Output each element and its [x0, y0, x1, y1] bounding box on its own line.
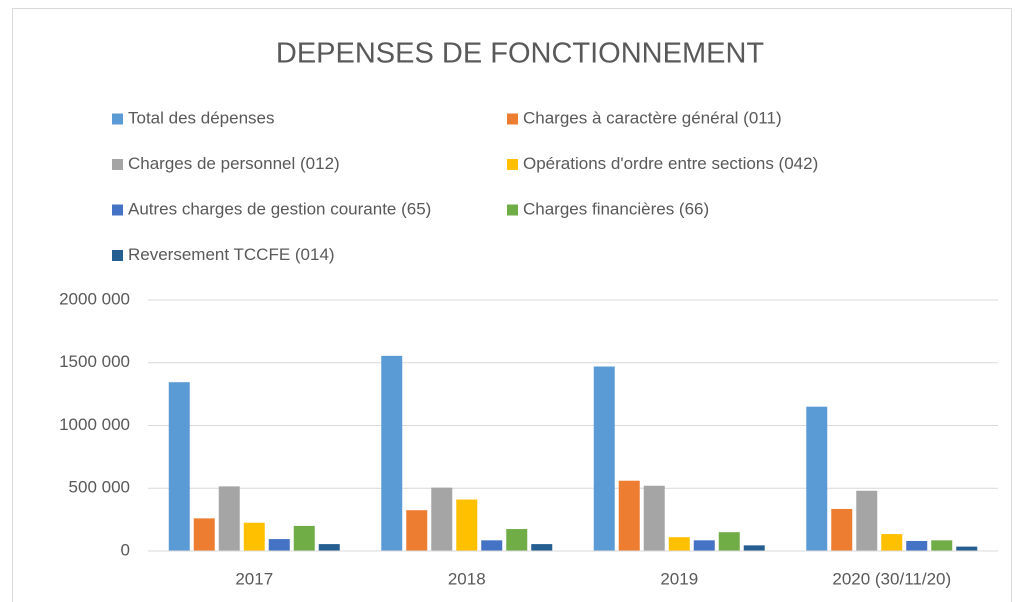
bar: [881, 534, 903, 551]
bar: [906, 540, 928, 551]
bar: [268, 539, 290, 551]
legend-swatch: [507, 204, 518, 216]
bar: [831, 508, 853, 551]
bar: [618, 480, 640, 551]
bar: [193, 518, 215, 551]
x-tick-label: 2019: [660, 569, 698, 588]
y-tick-label: 2000 000: [59, 289, 130, 308]
x-tick-label: 2017: [235, 569, 273, 588]
bar: [481, 540, 503, 551]
bar: [381, 355, 403, 551]
bar: [643, 485, 665, 551]
bar: [243, 522, 265, 551]
legend-label: Opérations d'ordre entre sections (042): [523, 154, 818, 173]
y-tick-label: 500 000: [69, 478, 130, 497]
bar: [168, 382, 190, 551]
y-tick-label: 1500 000: [59, 352, 130, 371]
bar: [406, 510, 428, 551]
legend-swatch: [507, 159, 518, 170]
x-tick-label: 2018: [448, 569, 486, 588]
y-tick-label: 0: [121, 540, 130, 559]
legend-swatch: [112, 113, 123, 125]
bar: [593, 366, 615, 551]
legend-swatch: [112, 204, 123, 216]
bar: [718, 532, 740, 551]
bar: [668, 537, 690, 551]
legend-label: Charges de personnel (012): [128, 154, 340, 173]
legend-label: Charges à caractère général (011): [523, 108, 782, 127]
y-tick-label: 1000 000: [59, 415, 130, 434]
bar: [856, 490, 878, 551]
legend-label: Reversement TCCFE (014): [128, 245, 335, 264]
legend-swatch: [112, 159, 123, 170]
x-tick-label: 2020 (30/11/20): [832, 569, 951, 588]
bar: [743, 545, 765, 551]
bar: [506, 529, 528, 551]
bar: [531, 544, 553, 551]
bar: [293, 525, 315, 551]
bar: [931, 540, 953, 551]
bar: [318, 544, 340, 551]
bar: [431, 487, 453, 551]
chart-title: DEPENSES DE FONCTIONNEMENT: [276, 38, 764, 70]
legend-swatch: [507, 113, 518, 125]
bar: [956, 546, 978, 551]
bar: [693, 540, 715, 551]
legend-swatch: [112, 250, 123, 261]
legend-label: Autres charges de gestion courante (65): [128, 199, 431, 218]
legend-label: Total des dépenses: [128, 108, 275, 127]
bar: [218, 486, 240, 551]
bar: [806, 406, 828, 551]
legend-label: Charges financières (66): [523, 199, 709, 218]
bar: [456, 499, 478, 551]
